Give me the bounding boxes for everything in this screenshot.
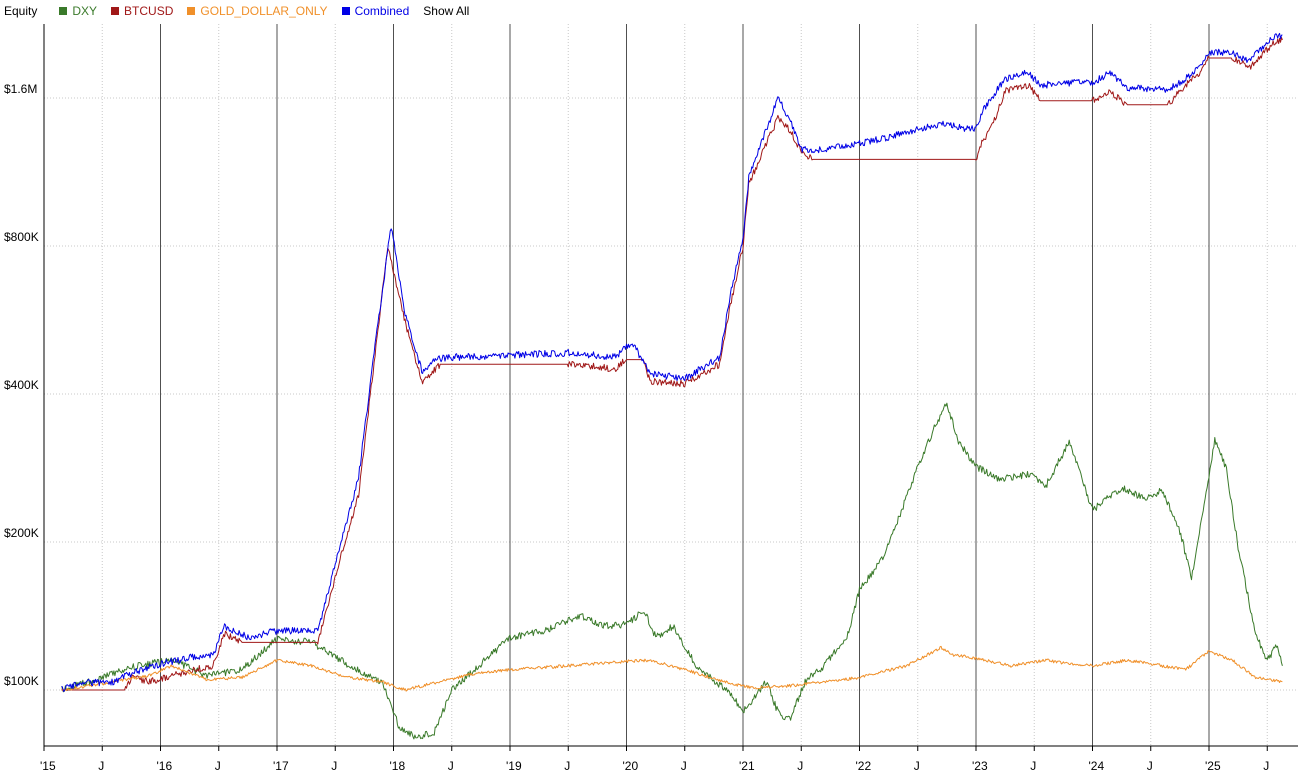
x-tick-label: '18 <box>390 759 406 773</box>
legend-item-combined[interactable]: Combined <box>341 4 410 18</box>
x-tick-label: '16 <box>157 759 173 773</box>
axes: $100K $200K $400K $800K $1.6M '15 J '16 J '17 J '18… <box>4 24 1298 773</box>
legend-item-btcusd[interactable]: BTCUSD <box>111 4 173 18</box>
x-tick-label: J <box>1030 759 1036 773</box>
x-tick-label: '21 <box>739 759 755 773</box>
series-layer <box>61 32 1283 740</box>
series-line-combined <box>61 32 1283 692</box>
x-tick-label: '24 <box>1089 759 1105 773</box>
y-tick-label: $200K <box>4 526 39 540</box>
legend-label-gold-dollar-only: GOLD_DOLLAR_ONLY <box>200 4 328 18</box>
series-line-dxy <box>61 402 1283 740</box>
legend-label-btcusd: BTCUSD <box>124 4 174 18</box>
x-tick-label: '22 <box>856 759 872 773</box>
x-tick-label: J <box>448 759 454 773</box>
chart-title: Equity <box>4 4 38 18</box>
grid <box>44 24 1298 746</box>
legend-swatch-combined <box>341 7 350 15</box>
series-line-gold-dollar-only <box>61 645 1283 692</box>
x-tick-label: J <box>215 759 221 773</box>
x-tick-label: '25 <box>1205 759 1221 773</box>
legend-label-dxy: DXY <box>72 4 98 18</box>
y-tick-label: $100K <box>4 674 39 688</box>
x-tick-label: J <box>797 759 803 773</box>
show-all-button[interactable]: Show All <box>423 4 470 18</box>
legend-label-combined: Combined <box>354 4 410 18</box>
legend-item-dxy[interactable]: DXY <box>59 4 97 18</box>
legend-swatch-btcusd <box>111 7 120 15</box>
x-tick-label: J <box>564 759 570 773</box>
x-tick-label: '15 <box>40 759 56 773</box>
x-tick-label: '17 <box>273 759 289 773</box>
series-line-btcusd <box>61 37 1283 691</box>
x-tick-label: J <box>914 759 920 773</box>
x-tick-label: '19 <box>506 759 522 773</box>
x-tick-label: J <box>1263 759 1269 773</box>
legend-item-gold-dollar-only[interactable]: GOLD_DOLLAR_ONLY <box>187 4 328 18</box>
y-tick-label: $400K <box>4 378 39 392</box>
x-tick-label: J <box>98 759 104 773</box>
x-tick-label: '23 <box>972 759 988 773</box>
legend: Equity DXY BTCUSD GOLD_DOLLAR_ONLY Combi… <box>4 2 469 20</box>
y-tick-label: $1.6M <box>4 82 37 96</box>
legend-swatch-dxy <box>59 7 68 15</box>
y-tick-label: $800K <box>4 230 39 244</box>
x-tick-label: J <box>1147 759 1153 773</box>
legend-swatch-gold-dollar-only <box>187 7 196 15</box>
x-tick-label: J <box>681 759 687 773</box>
x-tick-label: '20 <box>623 759 639 773</box>
x-tick-label: J <box>331 759 337 773</box>
